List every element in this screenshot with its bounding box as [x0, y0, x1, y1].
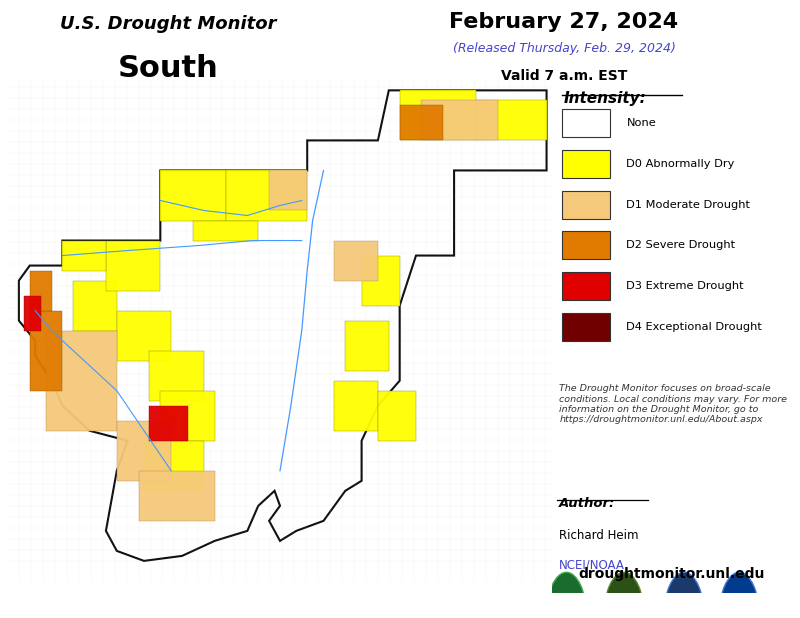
- FancyBboxPatch shape: [562, 190, 610, 219]
- Polygon shape: [46, 331, 117, 431]
- Polygon shape: [226, 171, 307, 221]
- Text: USDA: USDA: [557, 616, 576, 618]
- Circle shape: [664, 572, 705, 618]
- FancyBboxPatch shape: [562, 109, 610, 137]
- Text: D0 Abnormally Dry: D0 Abnormally Dry: [626, 159, 734, 169]
- Polygon shape: [334, 240, 378, 281]
- Polygon shape: [160, 171, 226, 221]
- Text: U.S. Drought Monitor: U.S. Drought Monitor: [60, 15, 276, 33]
- FancyBboxPatch shape: [562, 273, 610, 300]
- Text: NDMC: NDMC: [614, 616, 634, 618]
- Polygon shape: [378, 391, 416, 441]
- Text: D4 Exceptional Drought: D4 Exceptional Drought: [626, 322, 762, 332]
- Text: D1 Moderate Drought: D1 Moderate Drought: [626, 200, 750, 210]
- Text: Author:: Author:: [559, 497, 615, 510]
- Polygon shape: [74, 281, 117, 331]
- Text: Intensity:: Intensity:: [564, 91, 646, 106]
- Text: Valid 7 a.m. EST: Valid 7 a.m. EST: [501, 69, 627, 83]
- Text: Richard Heim: Richard Heim: [559, 529, 638, 543]
- FancyBboxPatch shape: [562, 231, 610, 260]
- Text: NCEI/NOAA: NCEI/NOAA: [559, 559, 625, 572]
- Circle shape: [719, 572, 760, 618]
- Polygon shape: [117, 311, 171, 361]
- Polygon shape: [24, 295, 41, 331]
- Polygon shape: [106, 240, 160, 290]
- Polygon shape: [476, 100, 546, 140]
- FancyBboxPatch shape: [562, 150, 610, 177]
- Text: D3 Extreme Drought: D3 Extreme Drought: [626, 281, 744, 291]
- Polygon shape: [30, 271, 51, 311]
- Polygon shape: [160, 391, 214, 441]
- Polygon shape: [144, 441, 204, 491]
- Text: None: None: [626, 118, 656, 128]
- Polygon shape: [193, 221, 258, 240]
- Polygon shape: [62, 240, 106, 271]
- Circle shape: [604, 572, 645, 618]
- Polygon shape: [422, 100, 498, 140]
- Polygon shape: [400, 105, 443, 140]
- Polygon shape: [362, 255, 400, 305]
- Polygon shape: [150, 350, 204, 400]
- Text: South: South: [118, 54, 218, 83]
- Polygon shape: [150, 405, 187, 441]
- Text: NOAA: NOAA: [729, 616, 750, 618]
- Text: droughtmonitor.unl.edu: droughtmonitor.unl.edu: [579, 567, 765, 582]
- Circle shape: [546, 572, 586, 618]
- Polygon shape: [346, 321, 389, 371]
- Text: D2 Severe Drought: D2 Severe Drought: [626, 240, 735, 250]
- Text: February 27, 2024: February 27, 2024: [450, 12, 678, 32]
- Polygon shape: [30, 311, 62, 391]
- Polygon shape: [400, 90, 476, 140]
- FancyBboxPatch shape: [562, 313, 610, 341]
- Text: (Released Thursday, Feb. 29, 2024): (Released Thursday, Feb. 29, 2024): [453, 42, 675, 55]
- Polygon shape: [117, 421, 171, 481]
- Polygon shape: [138, 471, 214, 521]
- Polygon shape: [334, 381, 378, 431]
- Polygon shape: [269, 171, 307, 211]
- Text: The Drought Monitor focuses on broad-scale
conditions. Local conditions may vary: The Drought Monitor focuses on broad-sca…: [559, 384, 787, 425]
- Polygon shape: [19, 90, 546, 561]
